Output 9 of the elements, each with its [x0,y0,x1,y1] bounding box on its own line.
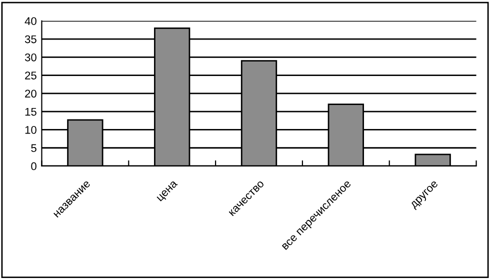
y-tick-label: 40 [24,17,36,26]
y-tick-label: 20 [25,90,36,98]
y-tick-label: 0 [31,162,36,170]
y-tick-label: 35 [24,35,36,44]
y-tick-label: 10 [25,126,36,134]
y-tick-label: 30 [24,53,36,62]
y-tick-label: 25 [25,72,36,80]
y-tick-label: 15 [25,108,36,116]
y-tick-label: 5 [31,144,36,152]
